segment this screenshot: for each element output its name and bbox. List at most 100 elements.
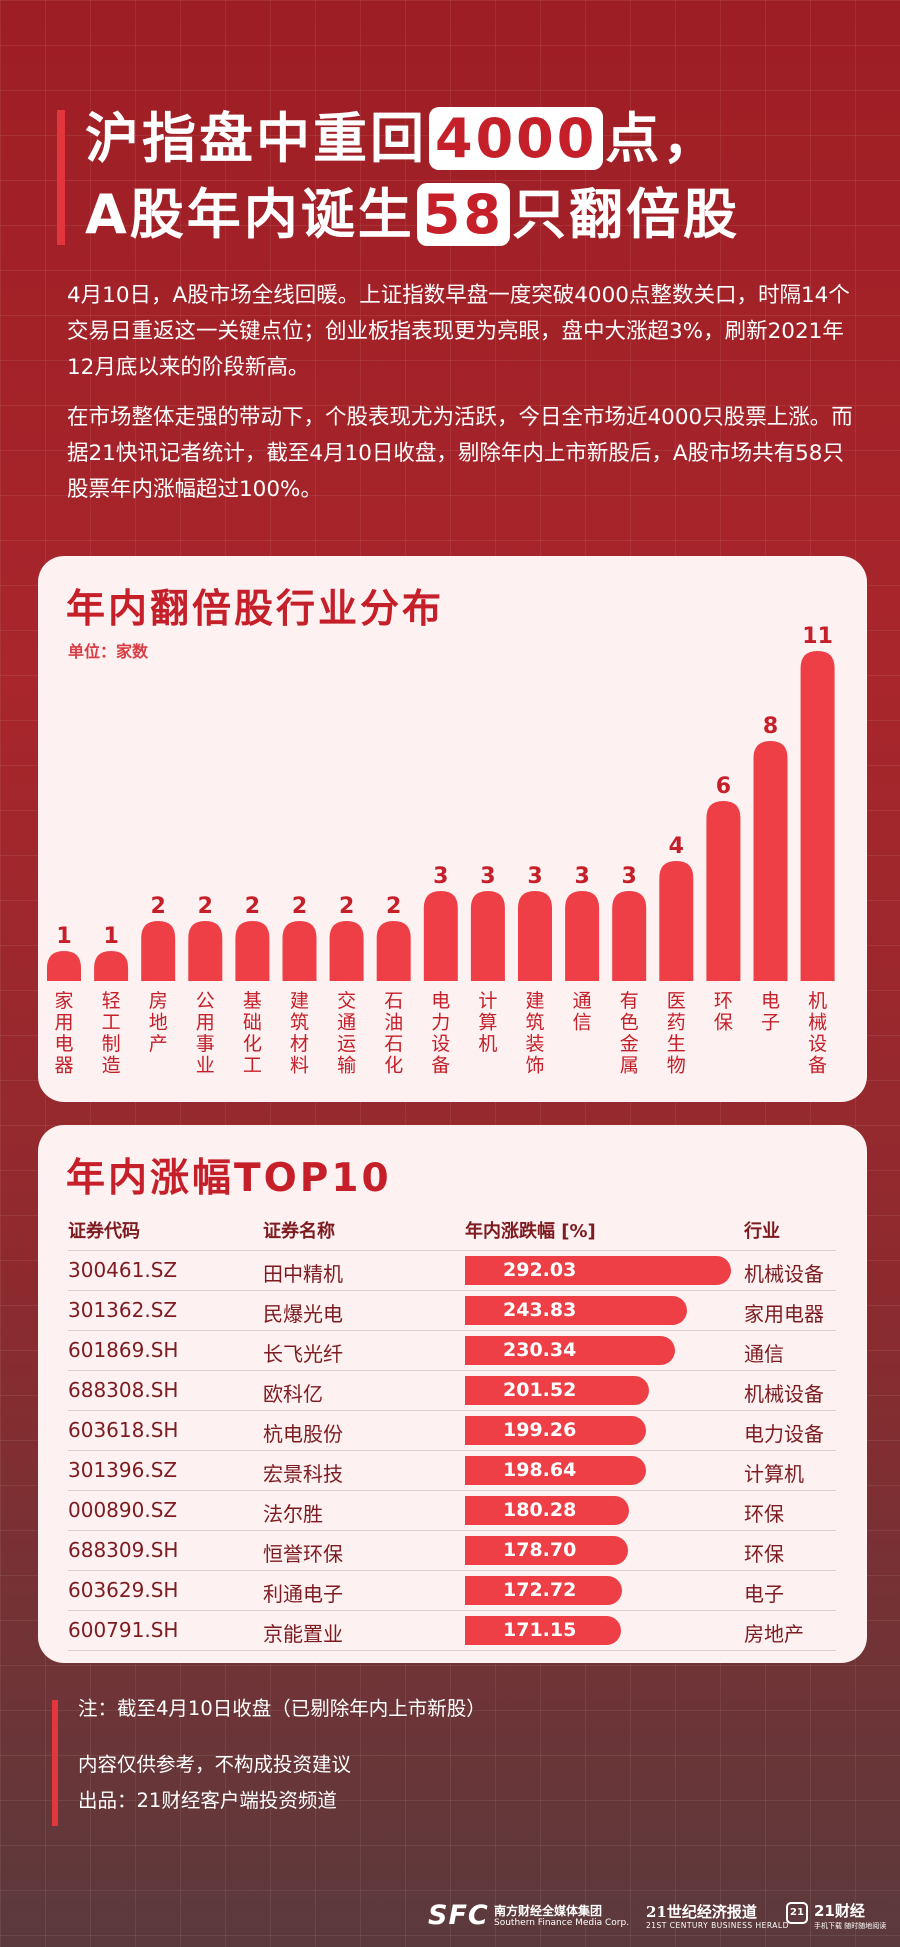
- headline-1-text-a: 沪指盘中重回: [85, 107, 427, 170]
- intro-paragraph-2: 在市场整体走强的带动下，个股表现尤为活跃，今日全市场近4000只股票上涨。而据2…: [67, 405, 853, 502]
- bar-建筑材料: [282, 921, 317, 981]
- row-change-value: 198.64: [503, 1459, 577, 1481]
- chart-unit-label: 单位：家数: [68, 642, 149, 661]
- notes-accent-bar: [52, 1700, 58, 1826]
- category-label: 房地产: [149, 990, 168, 1055]
- row-code: 688308.SH: [68, 1378, 179, 1402]
- row-change-bar-wrap: 243.83: [465, 1296, 737, 1325]
- row-change-bar: [465, 1376, 649, 1405]
- bar-环保: [706, 801, 741, 981]
- table-row: 301396.SZ 宏景科技 198.64 计算机: [68, 1451, 836, 1491]
- row-industry: 计算机: [744, 1462, 804, 1486]
- row-code: 601869.SH: [68, 1338, 179, 1362]
- cbh-logo-en: 21ST CENTURY BUSINESS HERALD: [646, 1921, 789, 1930]
- table-row: 000890.SZ 法尔胜 180.28 环保: [68, 1491, 836, 1531]
- category-label: 家用电器: [54, 990, 73, 1077]
- category-label: 基础化工: [243, 990, 262, 1077]
- category-label: 通信: [573, 990, 592, 1034]
- bar-value-label: 2: [386, 894, 401, 919]
- row-change-bar-wrap: 292.03: [465, 1256, 737, 1285]
- category-label: 电子: [761, 990, 780, 1034]
- row-name: 欧科亿: [263, 1382, 323, 1406]
- category-label: 医药生物: [667, 990, 686, 1077]
- category-label: 建筑装饰: [525, 990, 544, 1077]
- row-industry: 通信: [744, 1342, 784, 1366]
- industry-chart-panel: 1 家用电器 1 轻工制造 2 房地产 2 公用事业 2 基础化工 2 建筑材料 2 交通运输 2 石油石化 3…: [38, 556, 867, 1102]
- row-change-bar: [465, 1616, 621, 1645]
- bar-value-label: 1: [56, 924, 71, 949]
- row-name: 恒誉环保: [263, 1542, 343, 1566]
- row-change-value: 292.03: [503, 1259, 577, 1281]
- row-code: 603618.SH: [68, 1418, 179, 1442]
- row-change-bar-wrap: 171.15: [465, 1616, 737, 1645]
- row-change-bar-wrap: 178.70: [465, 1536, 737, 1565]
- row-industry: 电子: [744, 1582, 784, 1606]
- bar-value-label: 3: [527, 864, 542, 889]
- bar-机械设备: [800, 651, 835, 981]
- sfc-name-en: Southern Finance Media Corp.: [494, 1918, 630, 1928]
- row-name: 杭电股份: [263, 1422, 343, 1446]
- row-code: 600791.SH: [68, 1618, 179, 1642]
- sfc-name-cn: 南方财经全媒体集团: [494, 1904, 603, 1918]
- headline-2-text-b: 只翻倍股: [511, 183, 740, 246]
- row-code: 603629.SH: [68, 1578, 179, 1602]
- category-label: 石油石化: [384, 990, 403, 1077]
- app-21-icon: 21: [786, 1902, 808, 1924]
- row-name: 宏景科技: [263, 1462, 343, 1486]
- category-label: 公用事业: [196, 990, 215, 1077]
- table-body: 300461.SZ 田中精机 292.03 机械设备 301362.SZ 民爆光电 243.…: [68, 1251, 836, 1651]
- category-label: 计算机: [478, 990, 497, 1055]
- row-name: 利通电子: [263, 1582, 343, 1606]
- bar-交通运输: [329, 921, 364, 981]
- row-change-bar: [465, 1296, 688, 1325]
- bar-value-label: 2: [292, 894, 307, 919]
- headline-accent-bar: [57, 110, 65, 245]
- cj-logo-cn: 21财经: [814, 1902, 865, 1920]
- sfc-logo: SFC: [428, 1900, 489, 1931]
- row-change-value: 199.26: [503, 1419, 577, 1441]
- row-industry: 环保: [744, 1542, 784, 1566]
- row-change-bar-wrap: 180.28: [465, 1496, 737, 1525]
- headline-line-2: A股年内诞生 58 只翻倍股: [85, 180, 740, 250]
- industry-bar-chart: 1 家用电器 1 轻工制造 2 房地产 2 公用事业 2 基础化工 2 建筑材料 2 交通运输 2 石油石化 3…: [47, 624, 835, 1077]
- header-change: 年内涨跌幅 [%]: [465, 1221, 596, 1242]
- headline-1-text-b: 点，: [605, 107, 720, 170]
- bar-公用事业: [188, 921, 223, 981]
- note-producer: 出品：21财经客户端投资频道: [78, 1789, 337, 1812]
- row-industry: 环保: [744, 1502, 784, 1526]
- footer-logos: SFC 南方财经全媒体集团 Southern Finance Media Cor…: [428, 1900, 888, 1934]
- category-label: 环保: [714, 990, 733, 1034]
- row-industry: 家用电器: [744, 1302, 824, 1326]
- category-label: 交通运输: [337, 990, 356, 1077]
- top10-panel: 年内涨幅TOP10 证券代码 证券名称 年内涨跌幅 [%] 行业 300461.…: [38, 1125, 867, 1663]
- row-code: 000890.SZ: [68, 1498, 178, 1522]
- bar-value-label: 3: [433, 864, 448, 889]
- header-code: 证券代码: [68, 1221, 140, 1242]
- bar-value-label: 2: [151, 894, 166, 919]
- table-row: 600791.SH 京能置业 171.15 房地产: [68, 1611, 836, 1651]
- row-change-bar: [465, 1456, 646, 1485]
- row-change-bar: [465, 1536, 628, 1565]
- table-row: 301362.SZ 民爆光电 243.83 家用电器: [68, 1291, 836, 1331]
- bar-家用电器: [47, 951, 81, 981]
- table-row: 300461.SZ 田中精机 292.03 机械设备: [68, 1251, 836, 1291]
- cbh-logo-cn: 21世纪经济报道: [646, 1903, 757, 1921]
- row-change-value: 178.70: [503, 1539, 577, 1561]
- row-change-bar-wrap: 230.34: [465, 1336, 737, 1365]
- bar-电子: [753, 741, 788, 981]
- row-name: 京能置业: [263, 1622, 343, 1646]
- row-name: 田中精机: [263, 1262, 343, 1286]
- row-change-bar: [465, 1576, 623, 1605]
- bar-value-label: 2: [339, 894, 354, 919]
- note-cutoff: 注：截至4月10日收盘（已剔除年内上市新股）: [78, 1697, 486, 1720]
- row-name: 法尔胜: [263, 1502, 323, 1526]
- table-row: 603629.SH 利通电子 172.72 电子: [68, 1571, 836, 1611]
- row-change-value: 171.15: [503, 1619, 577, 1641]
- row-name: 长飞光纤: [263, 1342, 343, 1366]
- bar-value-label: 6: [716, 774, 731, 799]
- intro-paragraph-1: 4月10日，A股市场全线回暖。上证指数早盘一度突破4000点整数关口，时隔14个…: [67, 283, 850, 380]
- table-row: 688309.SH 恒誉环保 178.70 环保: [68, 1531, 836, 1571]
- row-code: 301396.SZ: [68, 1458, 178, 1482]
- headline-2-text-a: A股年内诞生: [85, 183, 415, 246]
- row-change-bar: [465, 1256, 731, 1285]
